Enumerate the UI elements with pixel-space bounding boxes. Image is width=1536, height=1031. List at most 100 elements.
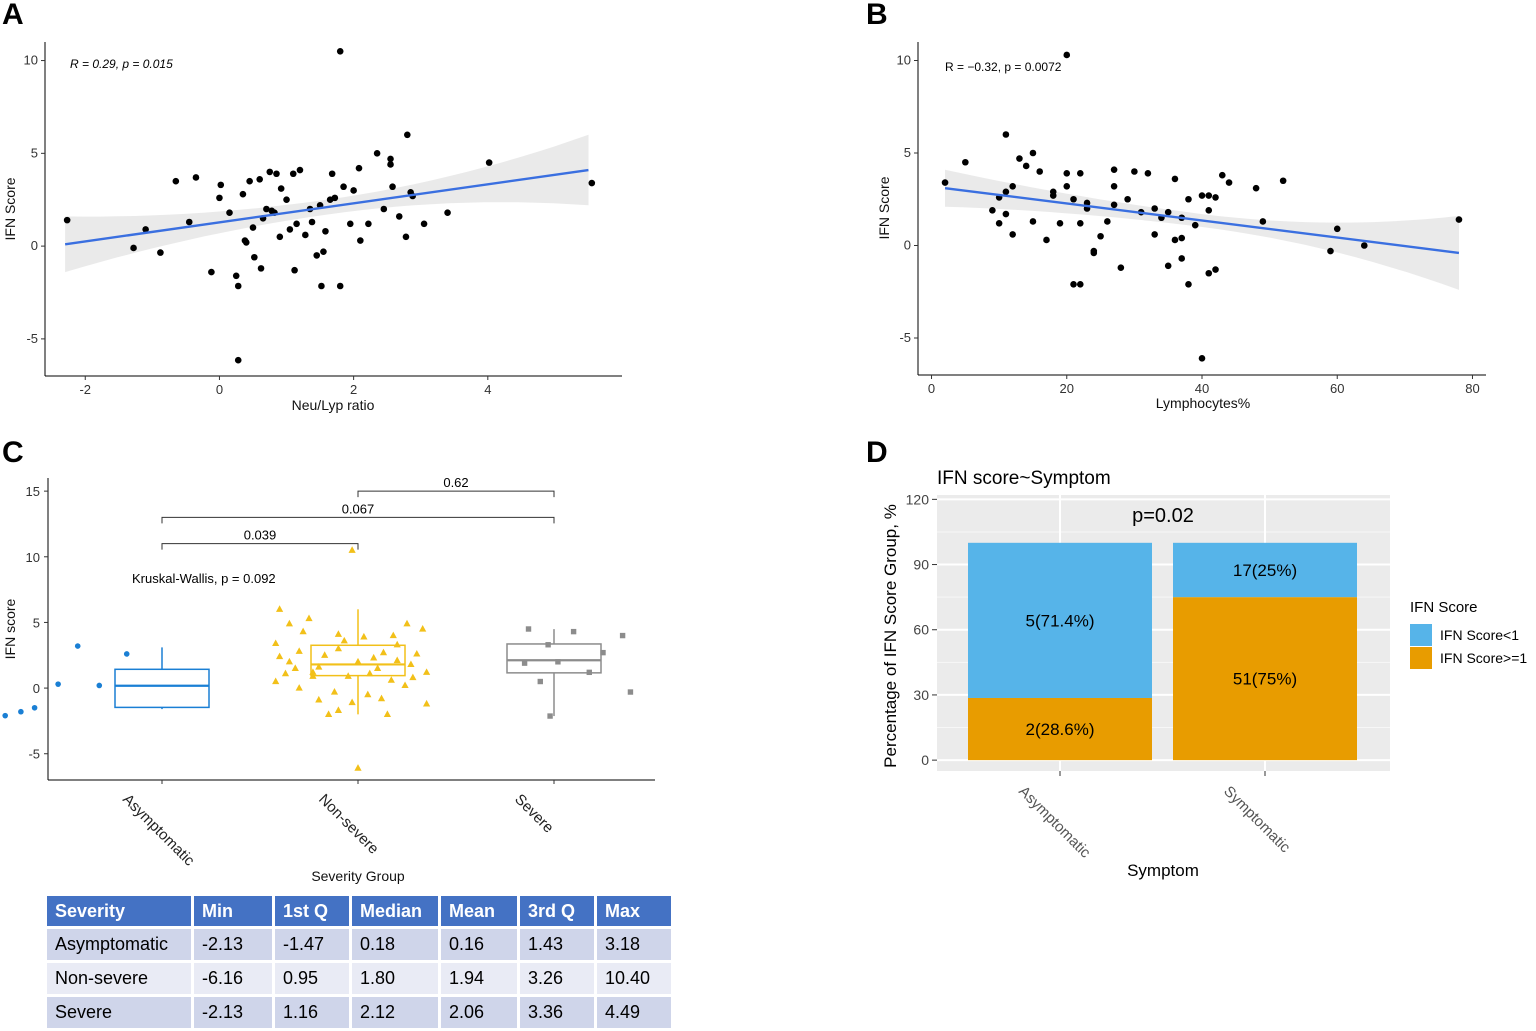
data-point	[627, 689, 634, 695]
cell-first-quartile: 1.16	[275, 997, 349, 1028]
data-point	[419, 625, 427, 632]
legend-swatch-high	[1410, 647, 1432, 669]
cell-mean: 2.06	[441, 997, 517, 1028]
cell-max: 10.40	[597, 963, 671, 994]
correlation-annotation: R = −0.32, p = 0.0072	[945, 60, 1062, 74]
cell-first-quartile: 0.95	[275, 963, 349, 994]
data-point	[380, 205, 388, 213]
data-point	[277, 185, 285, 192]
data-point	[1076, 220, 1084, 227]
y-tick-label: -5	[26, 331, 38, 346]
data-point	[619, 632, 626, 639]
data-point	[208, 268, 215, 276]
cell-first-quartile: -1.47	[275, 929, 349, 960]
data-point	[1218, 171, 1226, 179]
data-point	[276, 652, 284, 660]
data-point	[370, 653, 378, 661]
cell-severity: Asymptomatic	[47, 929, 191, 960]
data-point	[373, 150, 381, 157]
data-point	[379, 648, 388, 656]
data-point	[588, 179, 596, 187]
data-point	[295, 647, 303, 654]
data-point	[1171, 236, 1179, 244]
y-tick-label: 10	[24, 53, 38, 68]
data-point	[1022, 162, 1030, 170]
bar-data-label: 5(71.4%)	[1026, 611, 1095, 630]
data-point	[1009, 231, 1016, 238]
scatter-plot-b: 0 20 40 60 80 -5 0 5 10 R = −0.32, p = 0.0072 Ly…	[876, 42, 1486, 411]
data-point	[364, 690, 372, 698]
y-axis-label: Percentage of IFN Score Group, %	[881, 504, 900, 768]
data-point	[1076, 170, 1084, 177]
data-point	[365, 220, 372, 228]
data-point	[350, 187, 357, 194]
data-point	[423, 699, 431, 707]
data-point	[276, 605, 284, 612]
table-row: Asymptomatic -2.13 -1.47 0.18 0.16 1.43 …	[47, 929, 671, 960]
data-point	[570, 628, 577, 635]
data-point	[357, 237, 364, 244]
data-point	[393, 640, 401, 648]
data-point	[555, 659, 561, 665]
data-point	[257, 265, 265, 272]
significance-bracket	[161, 516, 555, 524]
data-point	[291, 266, 298, 274]
cell-median: 2.12	[352, 997, 438, 1028]
data-point	[521, 660, 528, 666]
data-point	[586, 669, 592, 676]
data-point	[995, 220, 1003, 227]
data-point	[289, 170, 297, 178]
kruskal-wallis-annotation: Kruskal-Wallis, p = 0.092	[132, 571, 276, 586]
cell-third-quartile: 3.36	[520, 997, 594, 1028]
header-min: Min	[194, 896, 272, 926]
data-point	[1063, 51, 1071, 59]
data-point	[334, 706, 342, 714]
data-point	[374, 664, 382, 671]
data-point	[1009, 183, 1016, 190]
data-point	[330, 688, 339, 695]
data-point	[249, 224, 257, 231]
data-point	[348, 698, 356, 706]
data-point	[313, 252, 321, 259]
data-point	[407, 660, 415, 668]
data-point	[1043, 236, 1050, 244]
panel-letter-b: B	[866, 0, 888, 31]
header-third-quartile: 3rd Q	[520, 896, 594, 926]
data-point	[1083, 199, 1091, 207]
data-point	[251, 253, 258, 261]
cell-severity: Non-severe	[47, 963, 191, 994]
data-point	[216, 194, 223, 202]
bar-segment	[968, 697, 1152, 761]
data-point	[409, 673, 417, 681]
data-point	[315, 663, 323, 670]
table-row: Severe -2.13 1.16 2.12 2.06 3.36 4.49	[47, 997, 671, 1028]
x-tick-label: Asymptomatic	[119, 791, 198, 870]
data-point	[1002, 210, 1010, 218]
data-point	[302, 231, 309, 239]
regression-line	[64, 168, 589, 246]
data-point	[366, 669, 374, 677]
y-tick-label: -5	[28, 747, 40, 762]
x-axis-label: Lymphocytes%	[1156, 395, 1250, 411]
data-point	[315, 695, 323, 703]
data-point	[547, 713, 553, 719]
data-point	[1164, 208, 1172, 216]
y-tick-label: 10	[897, 53, 911, 68]
data-point	[266, 168, 274, 176]
data-point	[1252, 184, 1260, 192]
bar-data-label: 17(25%)	[1233, 561, 1297, 580]
data-point	[2, 712, 9, 719]
data-point	[355, 164, 363, 172]
data-point	[600, 649, 606, 656]
data-point	[321, 651, 329, 658]
data-point	[377, 694, 386, 702]
data-point	[318, 282, 325, 290]
bar-data-label: 2(28.6%)	[1026, 720, 1095, 739]
cell-min: -2.13	[194, 997, 272, 1028]
data-point	[55, 681, 61, 687]
data-point	[334, 644, 342, 652]
significance-bracket	[357, 490, 555, 498]
y-axis-label: IFN Score	[876, 176, 892, 239]
data-point	[309, 672, 317, 679]
